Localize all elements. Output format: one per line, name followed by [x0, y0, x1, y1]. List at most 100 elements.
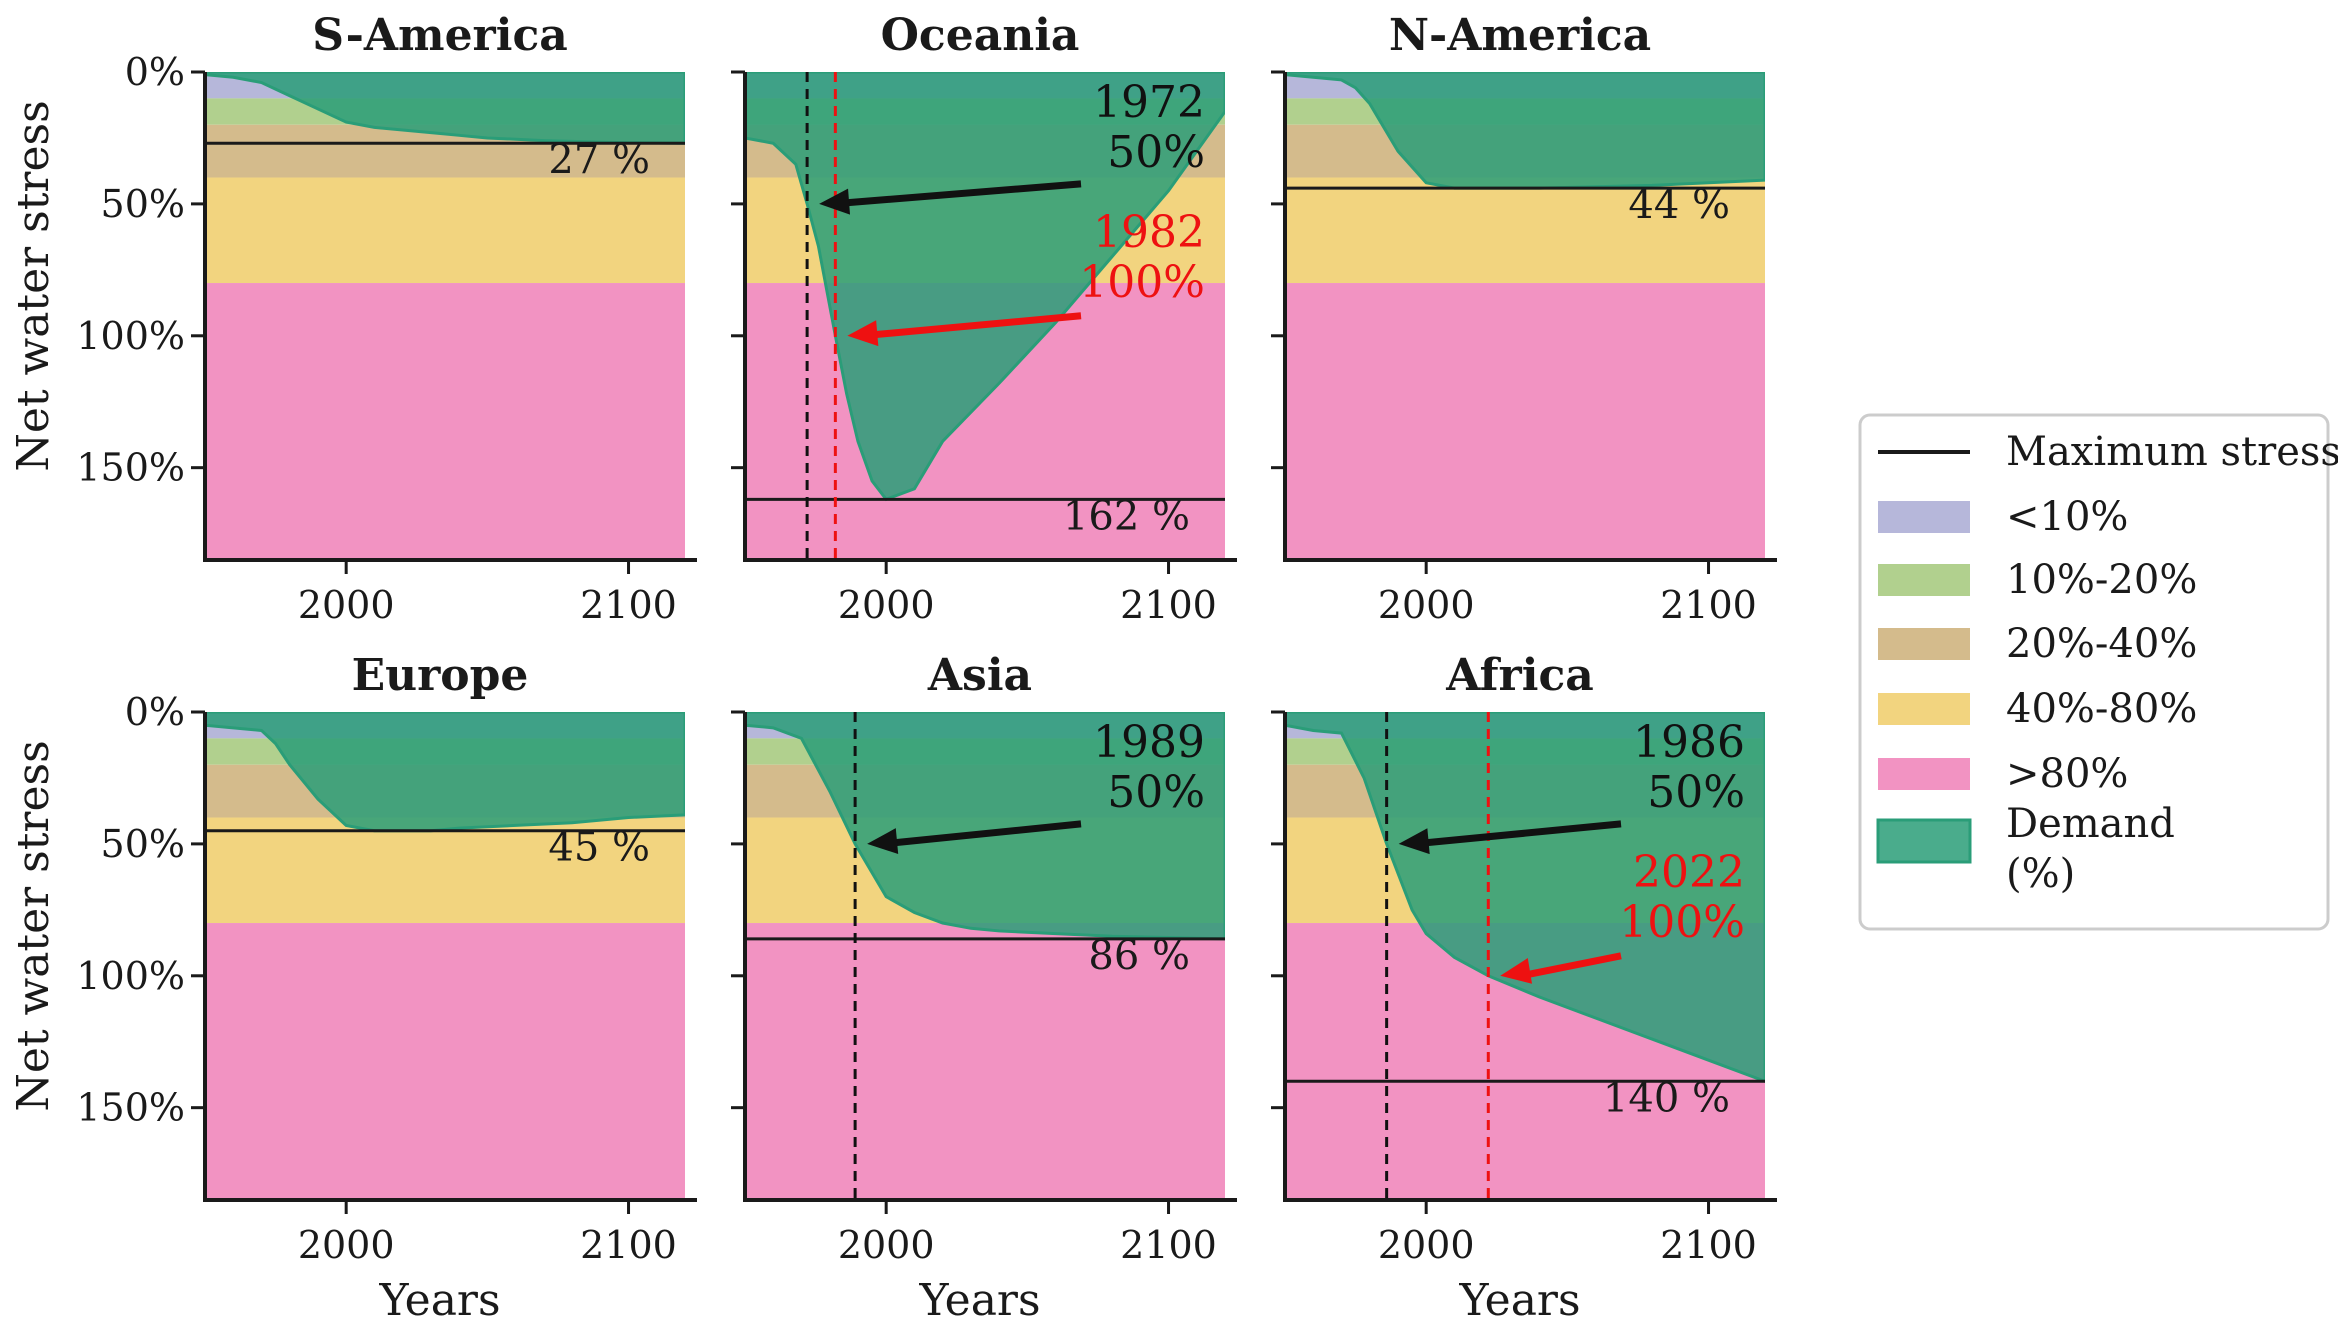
legend-swatch — [1878, 693, 1970, 725]
annotation-arrowhead — [847, 320, 879, 347]
panel-s-america: 27 % 2000 2100 0% 50% 100% 150% S-America Net wa… — [8, 10, 697, 627]
legend-label: 10%-20% — [2006, 557, 2197, 603]
panel-title: Europe — [352, 650, 529, 701]
y-tick-label: 150% — [76, 1086, 185, 1130]
x-tick-label: 2100 — [580, 583, 677, 627]
panel-europe: 45 % 2000 2100 0% 50% 100% 150% Europe Net water… — [8, 650, 697, 1326]
demand-area — [745, 72, 1225, 502]
band-4 — [745, 923, 1225, 1200]
max-stress-label: 86 % — [1088, 933, 1190, 979]
annotation-year: 1989 — [1093, 717, 1205, 768]
legend-swatch — [1878, 501, 1970, 533]
x-axis-label: Years — [1458, 1275, 1580, 1326]
x-tick-label: 2000 — [1378, 583, 1475, 627]
panel-n-america: 44 % 2000 2100 N-America — [1271, 10, 1777, 627]
x-tick-label: 2100 — [1120, 1223, 1217, 1267]
panel-title: Oceania — [881, 10, 1080, 61]
x-tick-label: 2000 — [838, 583, 935, 627]
legend-label: <10% — [2006, 494, 2128, 540]
band-4 — [1285, 283, 1765, 560]
plot-area — [205, 712, 685, 1200]
annotation-arrow — [1525, 952, 1622, 979]
max-stress-label: 162 % — [1063, 493, 1190, 539]
annotation-arrowhead — [819, 188, 851, 215]
legend-swatch — [1878, 564, 1970, 596]
legend-label: 40%-80% — [2006, 686, 2197, 732]
annotation-arrow — [1424, 820, 1622, 847]
x-axis-label: Years — [918, 1275, 1040, 1326]
annotation-value: 50% — [1647, 767, 1745, 818]
y-tick-label: 50% — [101, 822, 185, 866]
y-tick-label: 0% — [125, 50, 185, 94]
annotation-arrowhead — [867, 828, 899, 855]
legend-item-maximum-stress: Maximum stress — [1878, 429, 2338, 475]
panel-title: S-America — [312, 10, 568, 61]
legend-swatch — [1876, 818, 1972, 864]
y-axis-label: Net water stress — [8, 100, 59, 471]
annotation-year: 1986 — [1633, 717, 1745, 768]
max-stress-label: 27 % — [548, 137, 650, 183]
y-axis-label: Net water stress — [8, 740, 59, 1111]
band-3 — [205, 177, 685, 284]
x-tick-label: 2100 — [1120, 583, 1217, 627]
annotation-arrow — [844, 180, 1082, 207]
panels-grid: 27 % 2000 2100 0% 50% 100% 150% S-America Net wa… — [8, 10, 1777, 1326]
plot-area — [745, 72, 1225, 560]
y-tick-label: 150% — [76, 446, 185, 490]
y-tick-label: 0% — [125, 690, 185, 734]
annotation-value: 100% — [1079, 257, 1205, 308]
x-tick-label: 2000 — [1378, 1223, 1475, 1267]
x-tick-label: 2000 — [298, 1223, 395, 1267]
max-stress-label: 44 % — [1628, 182, 1730, 228]
legend-item-80: >80% — [1878, 751, 2128, 797]
x-tick-label: 2100 — [1660, 583, 1757, 627]
y-tick-label: 50% — [101, 182, 185, 226]
legend-item-20-40: 20%-40% — [1878, 621, 2197, 667]
legend-swatch — [1878, 628, 1970, 660]
legend-label: >80% — [2006, 751, 2128, 797]
legend-label-2: (%) — [2006, 851, 2075, 897]
annotation-year: 2022 — [1633, 847, 1745, 898]
legend-label: 20%-40% — [2006, 621, 2197, 667]
plot-area — [745, 712, 1225, 1200]
annotation-year: 1982 — [1093, 207, 1205, 258]
y-tick-label: 100% — [76, 954, 185, 998]
legend-box — [1858, 413, 2330, 931]
panel-title: Asia — [927, 650, 1032, 701]
plot-area — [205, 72, 685, 560]
annotation-value: 50% — [1107, 127, 1205, 178]
legend-label: Maximum stress — [2006, 429, 2338, 475]
band-4 — [205, 283, 685, 560]
x-tick-label: 2100 — [580, 1223, 677, 1267]
max-stress-label: 140 % — [1603, 1075, 1730, 1121]
legend-label: Demand — [2006, 801, 2175, 847]
legend-item-demand: Demand(%) — [1876, 801, 2175, 897]
panel-title: N-America — [1389, 10, 1651, 61]
annotation-arrow — [892, 820, 1082, 847]
annotation-value: 50% — [1107, 767, 1205, 818]
band-4 — [205, 923, 685, 1200]
annotation-value: 100% — [1619, 897, 1745, 948]
legend-item-40-80: 40%-80% — [1878, 686, 2197, 732]
legend-swatch — [1878, 758, 1970, 790]
max-stress-label: 45 % — [548, 825, 650, 871]
band-3 — [1285, 177, 1765, 284]
x-tick-label: 2100 — [1660, 1223, 1757, 1267]
x-tick-label: 2000 — [838, 1223, 935, 1267]
annotation-arrow — [873, 312, 1082, 339]
x-axis-label: Years — [378, 1275, 500, 1326]
y-tick-label: 100% — [76, 314, 185, 358]
annotation-arrowhead — [1500, 958, 1533, 984]
legend-item-10: <10% — [1878, 494, 2128, 540]
legend: Maximum stress <10% 10%-20% 20%-40% 40%-80% >… — [1858, 413, 2338, 931]
annotation-year: 1972 — [1093, 77, 1205, 128]
legend-item-10-20: 10%-20% — [1878, 557, 2197, 603]
annotation-arrowhead — [1398, 828, 1430, 855]
x-tick-label: 2000 — [298, 583, 395, 627]
plot-area — [1285, 72, 1765, 560]
demand-area — [1285, 712, 1765, 1083]
